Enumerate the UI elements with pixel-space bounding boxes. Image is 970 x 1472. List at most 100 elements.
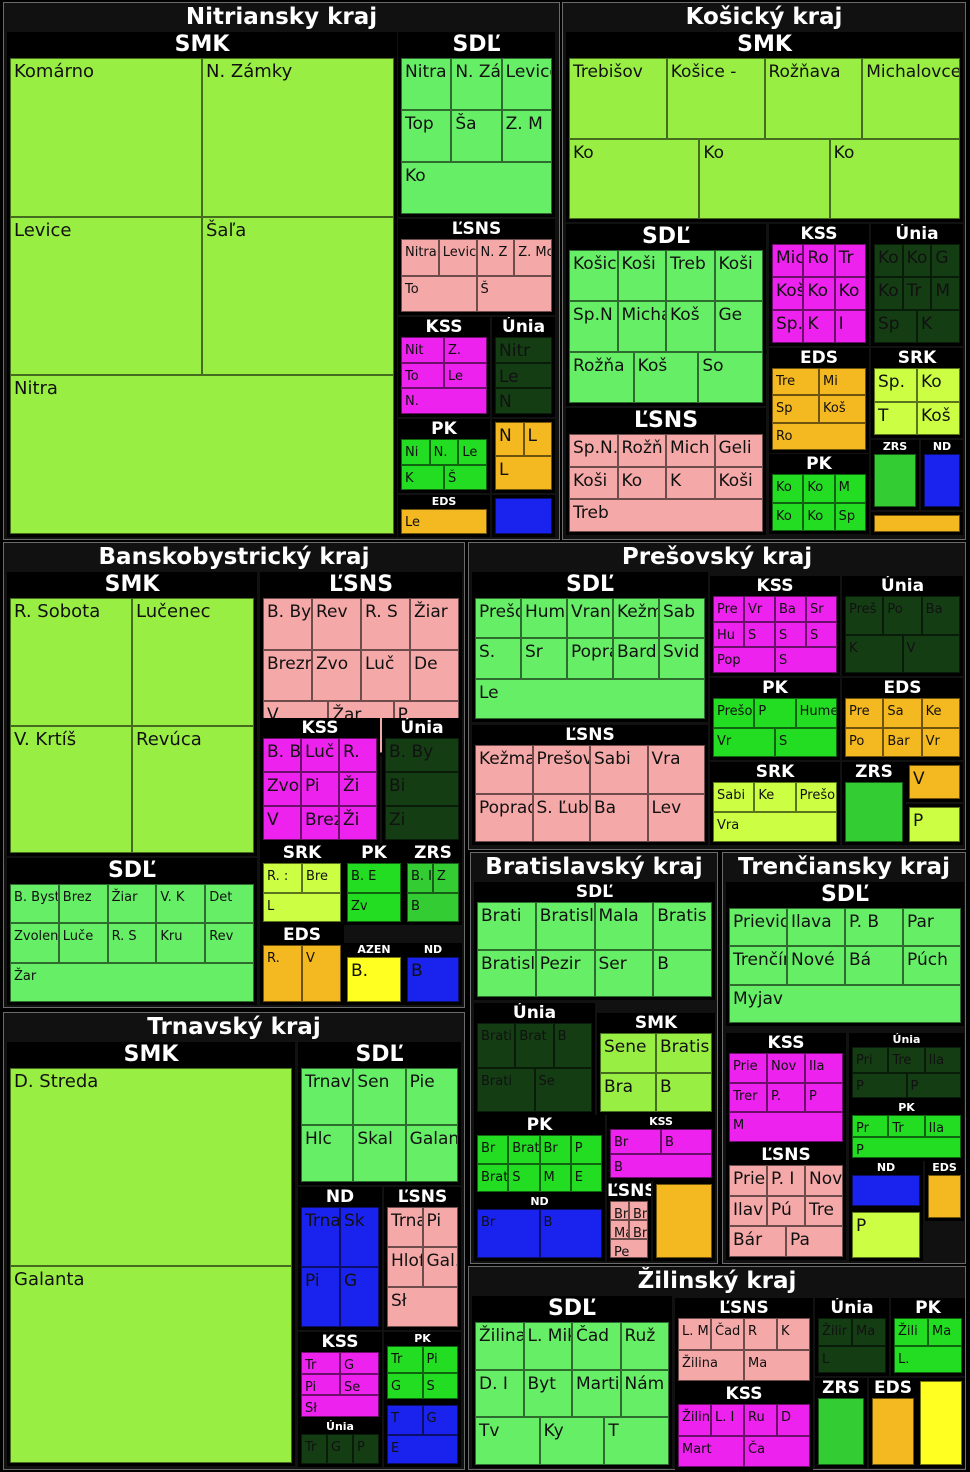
party-eds: EDS	[869, 1378, 917, 1468]
district-cell: Vr	[921, 727, 960, 757]
party-title: SRK	[282, 843, 322, 863]
party-kss: KSS B. B Luč R. Zvol Pi Ži V Brez Ži	[260, 718, 380, 843]
party-title: ĽSNS	[565, 725, 615, 745]
party-body: Komárno N. Zámky Levice Šaľa Nitra	[10, 58, 394, 534]
district-cell: Tr	[834, 244, 866, 277]
party-title: ĽSNS	[397, 1187, 448, 1207]
party-title: Únia	[326, 1420, 354, 1433]
district-cell: Ša	[451, 110, 502, 162]
district-cell: Ko	[617, 466, 666, 500]
party-body: Prie P. I Nov Ilav Pú Tre Bár Pa	[729, 1165, 843, 1257]
district-cell: Vran	[567, 598, 613, 639]
district-cell: Trenčín	[729, 946, 787, 985]
party-body: KošicKošiTrebKošiSp.NMichaKošGeRožňaKošS…	[569, 250, 763, 403]
party-body	[920, 1381, 962, 1465]
district-cell: So	[698, 352, 763, 403]
party-title: ZRS	[882, 440, 908, 453]
party-body	[845, 782, 903, 842]
district-cell: B	[553, 1023, 592, 1068]
district-cell: Ba	[775, 596, 806, 622]
district-cell: G	[931, 244, 960, 277]
district-cell: T	[387, 1405, 423, 1435]
party-unia: Únia Brati Brat B Brati Se	[474, 1003, 595, 1115]
district-cell: Bar	[883, 727, 922, 757]
district-cell: Tr	[902, 277, 932, 310]
district-cell: S	[744, 621, 775, 648]
party-title: EDS	[874, 1378, 912, 1398]
party-unia: Únia Preš Po Ba K V	[842, 576, 963, 676]
district-cell: E	[387, 1434, 458, 1464]
district-cell: Ma	[928, 1318, 962, 1346]
party-body: Br B B	[610, 1129, 712, 1178]
party-title: SDĽ	[565, 572, 615, 597]
district-cell: N. Zámk	[451, 58, 502, 110]
district-cell	[928, 1175, 961, 1218]
district-cell: Poprad	[567, 638, 613, 679]
district-cell: Ča	[744, 1435, 810, 1467]
district-cell: P	[805, 1082, 843, 1113]
district-cell: Pi	[301, 1373, 340, 1396]
district-cell: Lev	[647, 793, 705, 842]
party-sdl: SDĽKošicKošiTrebKošiSp.NMichaKošGeRožňaK…	[566, 224, 766, 406]
party-body: MicRoTrKošiKoKoSp.NKI	[772, 244, 866, 343]
district-cell: Vra	[713, 812, 837, 842]
party-title: KSS	[301, 718, 339, 738]
district-cell: B	[539, 1209, 602, 1258]
district-cell: V	[263, 806, 301, 840]
party-kss: KSS Žilin L. I Ru D Mart Ča	[675, 1384, 813, 1470]
district-cell	[924, 454, 960, 507]
party-unia: Únia Pri Tre Ila P P	[849, 1033, 964, 1101]
district-cell: Prievidza	[729, 908, 787, 947]
district-cell: S.	[475, 638, 521, 679]
party-title: Únia	[512, 1003, 557, 1023]
party-title: KSS	[767, 1033, 805, 1053]
district-cell: Žilina	[475, 1322, 524, 1370]
district-cell: Ro	[803, 244, 835, 277]
party-body: Pre Sa Ke Po Bar Vr	[845, 698, 960, 757]
district-cell: M	[729, 1112, 843, 1142]
district-cell: V	[302, 945, 341, 1002]
district-cell: Žilin	[678, 1404, 711, 1436]
district-cell: Trebišov	[569, 58, 667, 139]
district-cell: B	[407, 957, 459, 1002]
party-body: Nit Z. To Le N.	[401, 337, 487, 414]
district-cell: Ko	[772, 474, 804, 503]
party-body: Ko Ko M Ko Ko Sp	[772, 474, 866, 531]
district-cell	[874, 454, 916, 507]
party-title: ND	[423, 943, 443, 956]
region-title: Bratislavský kraj	[485, 854, 703, 880]
district-cell: Pi	[422, 1346, 458, 1373]
district-cell: K	[401, 464, 444, 490]
party-smk: SMK D. Streda Galanta	[7, 1042, 295, 1466]
district-cell: Kru	[156, 923, 206, 963]
district-cell: G	[340, 1352, 379, 1374]
district-cell: Mic	[772, 244, 804, 277]
district-cell: B.	[347, 957, 401, 1002]
district-cell: Det	[205, 884, 254, 924]
district-cell: B	[407, 892, 459, 922]
district-cell: Martin	[572, 1369, 621, 1418]
party-kss: KSS Nit Z. To Le N.	[398, 317, 490, 417]
district-cell: Hu	[713, 621, 744, 648]
party-title: KSS	[425, 317, 463, 337]
party-title: ND	[932, 440, 952, 453]
district-cell: N	[495, 388, 552, 414]
district-cell: Sab	[659, 598, 705, 639]
party-kss: KSS Br B B	[607, 1115, 715, 1181]
party-body: P	[909, 807, 960, 842]
party-unia: Únia Žilir Ma L	[815, 1298, 889, 1376]
district-cell: Žiar	[410, 598, 459, 650]
district-cell: L	[523, 422, 552, 456]
party-kss: KSSMicRoTrKošiKoKoSp.NKI	[769, 224, 869, 346]
district-cell: Trer	[729, 1082, 767, 1113]
district-cell: Levic	[438, 239, 477, 276]
party-body: Trna Sk Pi G	[301, 1207, 379, 1327]
party-body: Sene Bratis Bra B	[600, 1033, 712, 1112]
party-body	[656, 1184, 712, 1258]
party-title: Únia	[501, 317, 546, 337]
district-cell: Nit	[401, 337, 444, 363]
party-title: SRK	[897, 348, 937, 368]
party-title: KSS	[725, 1384, 763, 1404]
party-title: Únia	[830, 1298, 874, 1318]
